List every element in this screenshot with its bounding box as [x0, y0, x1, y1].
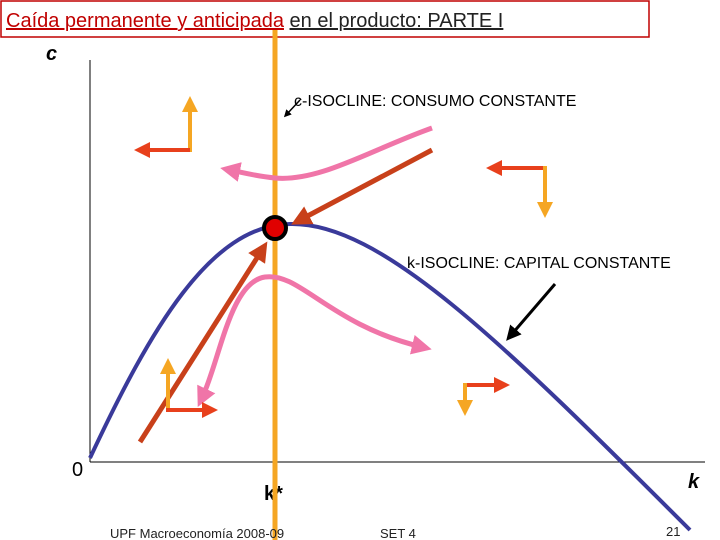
- x-axis-label: k: [688, 471, 700, 493]
- saddle-path-upper: [291, 147, 434, 225]
- title-box: [0, 0, 650, 38]
- saddle-path-lower: [137, 241, 268, 444]
- title-rest: en el producto: PARTE I: [290, 10, 504, 32]
- title: Caída permanente y anticipada en el prod…: [6, 10, 503, 32]
- footer-left: UPF Macroeconomía 2008-09: [110, 526, 284, 540]
- footer-center: SET 4: [380, 526, 416, 540]
- steady-state: [262, 215, 288, 241]
- c-isocline-label: c-ISOCLINE: CONSUMO CONSTANTE: [294, 93, 576, 110]
- direction-arrows: [134, 96, 553, 418]
- y-axis-label: c: [46, 43, 57, 65]
- trajectory-upper: [220, 125, 433, 182]
- title-highlight: Caída permanente y anticipada: [6, 10, 285, 32]
- pointer: [506, 283, 557, 341]
- pointer: [283, 99, 301, 118]
- origin-label: 0: [72, 459, 83, 481]
- page-number: 21: [666, 524, 680, 539]
- k-isocline-label: k-ISOCLINE: CAPITAL CONSTANTE: [407, 255, 671, 272]
- trajectory-lower: [197, 274, 432, 408]
